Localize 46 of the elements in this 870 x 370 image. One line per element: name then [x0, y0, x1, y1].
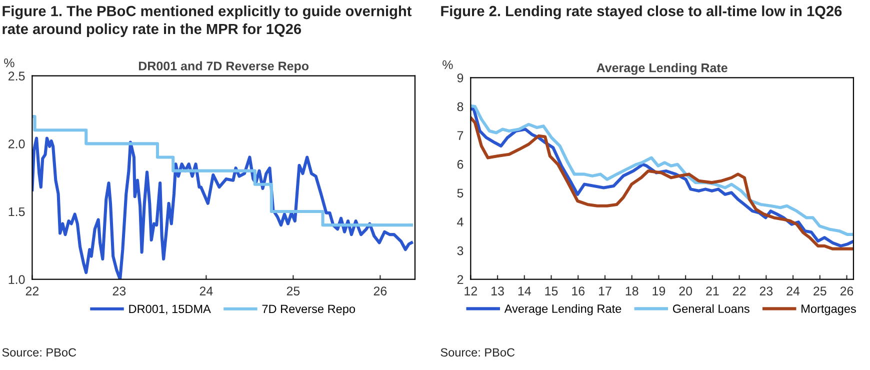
y-tick-label: 7	[457, 131, 464, 140]
y-axis-title: %	[4, 58, 14, 68]
x-tick-label: 25	[814, 286, 826, 296]
x-tick-label: 19	[652, 286, 666, 296]
legend-label: DR001, 15DMA	[129, 304, 211, 314]
x-tick-label: 23	[760, 286, 773, 296]
y-tick-label: 9	[457, 74, 464, 82]
chart-title: Figure 1. The PBoC mentioned explicitly to guide overnight rate around policy rate in the MPR for 1Q26	[2, 6, 412, 38]
chart-subtitle: DR001 and 7D Reverse Repo	[138, 61, 309, 73]
legend-label: Mortgages	[802, 304, 856, 316]
x-tick-label: 26	[840, 286, 854, 296]
x-tick-label: 26	[374, 286, 387, 296]
x-tick-label: 17	[598, 286, 612, 296]
x-tick-label: 13	[492, 286, 504, 296]
x-tick-label: 22	[732, 286, 746, 296]
y-tick-label: 2	[457, 275, 464, 284]
y-tick-label: 3	[457, 246, 464, 256]
source-note: Source: PBoC	[2, 348, 76, 357]
x-tick-label: 18	[626, 286, 638, 296]
x-tick-label: 22	[26, 286, 39, 296]
x-tick-label: 15	[545, 286, 558, 296]
legend-label: Average Lending Rate	[504, 304, 622, 316]
line-series	[32, 136, 414, 280]
legend-label: General Loans	[672, 304, 750, 313]
y-axis-title: %	[442, 60, 453, 70]
chart-subtitle: Average Lending Rate	[596, 63, 728, 75]
x-tick-label: 14	[518, 286, 531, 296]
chart-title: Figure 2. Lending rate stayed close to all-time low in 1Q26	[441, 6, 842, 20]
source-note: Source: PBoC	[440, 348, 515, 357]
x-tick-label: 24	[786, 286, 800, 296]
x-tick-label: 16	[572, 286, 585, 296]
x-tick-label: 21	[706, 286, 719, 296]
x-tick-label: 25	[286, 286, 300, 296]
x-tick-label: 12	[464, 286, 477, 296]
x-tick-label: 24	[200, 286, 213, 296]
y-tick-label: 2.5	[8, 72, 25, 80]
y-tick-label: 4	[457, 218, 464, 226]
y-tick-label: 8	[457, 102, 464, 112]
y-tick-label: 1.5	[8, 207, 25, 216]
y-tick-label: 1.0	[8, 275, 25, 284]
x-tick-label: 23	[112, 286, 126, 296]
x-tick-label: 20	[679, 286, 692, 296]
y-tick-label: 2.0	[8, 139, 25, 148]
legend-label: 7D Reverse Repo	[262, 304, 356, 316]
y-tick-label: 5	[457, 188, 464, 198]
y-tick-label: 6	[457, 160, 464, 169]
